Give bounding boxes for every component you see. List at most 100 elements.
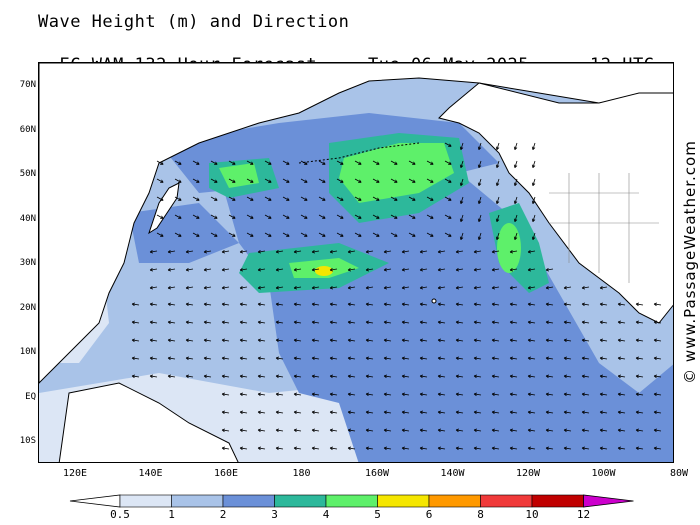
- arrow-head: [257, 429, 261, 433]
- arrow-head: [635, 302, 640, 305]
- direction-arrow: [474, 393, 482, 396]
- arrow-head: [221, 392, 226, 395]
- direction-arrow: [276, 303, 284, 306]
- arrow-head: [437, 251, 442, 254]
- arrow-head: [449, 197, 452, 201]
- direction-arrow: [510, 357, 518, 360]
- direction-arrow: [510, 375, 518, 378]
- direction-arrow: [186, 268, 194, 271]
- direction-arrow: [336, 160, 344, 165]
- direction-arrow: [492, 303, 500, 306]
- arrow-head: [293, 446, 298, 449]
- direction-arrow: [528, 268, 536, 271]
- arrow-head: [635, 446, 640, 449]
- arrow-head: [251, 197, 254, 201]
- arrow-head: [653, 446, 658, 449]
- arrow-head: [293, 285, 297, 289]
- direction-arrow: [150, 321, 158, 324]
- arrow-head: [311, 447, 315, 451]
- arrow-head: [460, 147, 464, 150]
- arrow-head: [329, 338, 334, 341]
- arrow-head: [545, 429, 549, 433]
- direction-arrow: [156, 160, 164, 165]
- arrow-head: [437, 410, 442, 413]
- arrow-head: [509, 302, 514, 305]
- arrow-head: [478, 219, 482, 222]
- direction-arrow: [510, 286, 518, 289]
- direction-arrow: [210, 196, 218, 201]
- high-zone-gulf: [339, 143, 454, 203]
- wave-map: [38, 62, 674, 463]
- direction-arrow: [654, 447, 662, 450]
- direction-arrow: [174, 160, 182, 165]
- arrow-head: [239, 357, 243, 361]
- arrow-head: [347, 267, 351, 271]
- arrow-head: [545, 302, 550, 305]
- arrow-head: [329, 374, 334, 377]
- direction-arrow: [438, 375, 446, 378]
- arrow-head: [383, 411, 387, 415]
- arrow-head: [545, 269, 550, 272]
- direction-arrow: [132, 375, 140, 378]
- arrow-head: [347, 411, 351, 415]
- colorbar-segment: [222, 494, 275, 508]
- direction-arrow: [264, 232, 272, 237]
- direction-arrow: [478, 196, 482, 204]
- direction-arrow: [402, 250, 410, 253]
- arrow-head: [197, 161, 200, 165]
- arrow-head: [311, 251, 316, 254]
- arrow-head: [383, 302, 388, 305]
- arrow-head: [545, 356, 550, 359]
- direction-arrow: [420, 447, 428, 450]
- direction-arrow: [514, 232, 518, 240]
- arrow-head: [197, 233, 200, 237]
- arrow-head: [599, 374, 604, 377]
- direction-arrow: [372, 196, 380, 201]
- arrow-head: [459, 146, 462, 150]
- arrow-head: [460, 219, 464, 222]
- arrow-head: [477, 218, 480, 222]
- direction-arrow: [408, 196, 416, 201]
- arrow-head: [257, 374, 262, 377]
- arrow-head: [455, 393, 459, 397]
- arrow-head: [377, 161, 380, 165]
- arrow-head: [514, 147, 518, 150]
- direction-arrow: [294, 250, 302, 253]
- direction-arrow: [402, 339, 410, 342]
- direction-arrow: [312, 268, 320, 271]
- direction-arrow: [240, 339, 248, 342]
- direction-arrow: [438, 286, 446, 289]
- arrow-head: [401, 269, 406, 272]
- direction-arrow: [330, 393, 338, 396]
- lat-label: 10S: [19, 436, 36, 446]
- arrow-head: [599, 356, 604, 359]
- arrow-head: [347, 320, 352, 323]
- arrow-head: [275, 428, 280, 431]
- direction-arrow: [426, 232, 434, 237]
- arrow-head: [455, 251, 460, 254]
- arrow-head: [491, 251, 496, 254]
- colorbar-segment: [531, 494, 584, 508]
- arrow-head: [473, 392, 478, 395]
- arrow-head: [419, 285, 423, 289]
- direction-arrow: [300, 160, 308, 165]
- arrow-head: [275, 375, 279, 379]
- direction-arrow: [496, 214, 500, 222]
- direction-arrow: [478, 178, 482, 186]
- arrow-head: [149, 285, 153, 289]
- direction-arrow: [384, 303, 392, 306]
- arrow-head: [419, 251, 424, 254]
- direction-arrow: [192, 178, 200, 183]
- arrow-head: [419, 338, 424, 341]
- direction-arrow: [654, 357, 662, 360]
- arrow-head: [509, 287, 514, 290]
- arrow-head: [545, 357, 549, 361]
- arrow-head: [329, 428, 334, 431]
- arrow-head: [509, 357, 513, 361]
- arrow-head: [563, 410, 568, 413]
- arrow-head: [257, 249, 261, 253]
- arrow-head: [275, 285, 279, 289]
- direction-arrow: [192, 232, 200, 237]
- direction-arrow: [228, 196, 236, 201]
- arrow-head: [617, 321, 621, 325]
